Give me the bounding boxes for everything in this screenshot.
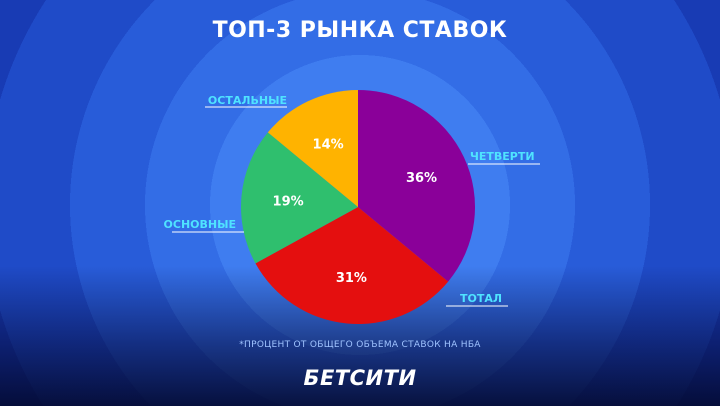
pie-slice-3 (241, 132, 358, 264)
slice-value-label: 19% (273, 194, 304, 209)
slice-category-label: ОСНОВНЫЕ (164, 218, 236, 231)
slice-value-label: 31% (336, 271, 367, 286)
slice-value-label: 14% (313, 137, 344, 152)
pie-slice-1 (358, 90, 476, 282)
footnote: *ПРОЦЕНТ ОТ ОБЩЕГО ОБЪЕМА СТАВОК НА НБА (239, 340, 481, 350)
chart-title: ТОП-3 РЫНКА СТАВОК (212, 18, 508, 43)
brand-logo: БЕТСИТИ (303, 366, 417, 390)
slice-value-label: 36% (406, 171, 437, 186)
pie-slice-2 (255, 207, 449, 325)
slice-category-label: ЧЕТВЕРТИ (470, 150, 535, 163)
slice-category-label: ОСТАЛЬНЫЕ (208, 94, 287, 107)
slice-category-label: ТОТАЛ (460, 292, 502, 305)
pie-slice-4 (267, 90, 358, 207)
